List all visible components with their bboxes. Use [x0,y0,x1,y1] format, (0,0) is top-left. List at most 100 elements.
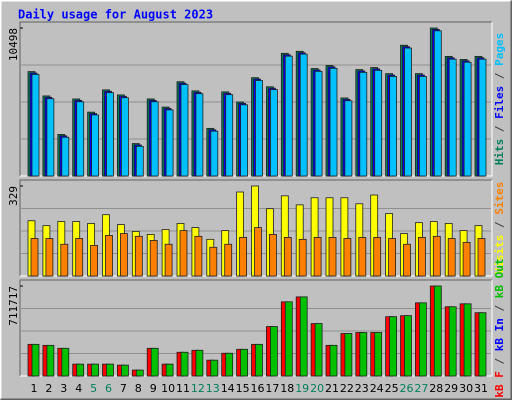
panel-shade [19,279,492,376]
bar [403,243,411,277]
bar [225,94,234,177]
bar [478,58,487,177]
bar [344,100,353,177]
y-tick-label: 711717 [7,286,20,326]
x-tick-label: 31 [474,382,488,395]
x-tick-label: 6 [105,382,112,395]
bar [477,238,486,277]
bar [448,58,457,177]
panel-shade [19,179,492,276]
bar [269,89,278,177]
legend-entry: Sites [493,182,506,215]
bar [180,84,189,177]
bar [373,237,382,277]
bar [150,347,159,377]
legend-entry: kB F [493,371,506,398]
legend-entry: Hits [493,139,506,166]
bar [268,234,277,277]
x-tick-label: 22 [340,382,354,395]
x-tick-label: 11 [176,382,190,395]
bar [195,93,204,177]
bar [255,80,263,177]
bar [284,55,293,177]
bar [180,351,189,377]
bar [240,104,249,177]
bar [134,235,143,277]
bar [329,344,338,377]
bar [343,238,352,277]
chart-title: Daily usage for August 2023 [18,8,213,22]
x-tick-label: 26 [400,382,414,395]
bar [284,301,293,377]
bar [135,145,144,177]
bar [195,349,204,377]
bar [404,315,412,377]
bar [447,238,456,277]
bar [31,343,40,377]
bar [329,67,338,177]
y-tick-label: 329 [7,186,20,206]
bar [374,332,383,377]
bar [417,237,426,277]
y-tick-label: 10498 [7,28,20,61]
legend: kB F / kB In / kB Out [493,258,506,397]
bar [46,98,55,177]
bar [46,344,55,377]
bar [404,47,412,177]
x-tick-label: 14 [221,382,235,395]
x-tick-label: 4 [75,382,82,395]
bar [433,285,442,377]
bar [210,130,219,177]
bar [76,363,85,377]
bar [298,238,307,277]
bar [313,237,322,277]
x-tick-label: 16 [251,382,265,395]
bar [314,323,323,377]
bar [433,30,442,177]
bar [120,233,128,277]
bar [255,343,263,377]
legend: Visits / Sites [493,182,506,275]
bar [358,237,367,277]
legend-separator: / [493,351,506,371]
bar [135,369,144,377]
x-tick-label: 17 [265,382,279,395]
x-tick-label: 9 [150,382,157,395]
bar [224,243,233,277]
bar [299,53,308,177]
x-tick-label: 5 [90,382,97,395]
x-tick-label: 18 [280,382,294,395]
x-tick-label: 15 [236,382,250,395]
bar [463,61,472,177]
x-tick-label: 8 [135,382,142,395]
legend-separator: / [493,298,506,318]
legend-entry: kB In [493,318,506,351]
legend: Hits / Files / Pages [493,33,506,166]
bar [299,296,308,377]
bar [463,303,472,377]
legend-entry: kB Out [493,258,506,298]
bar [76,101,85,177]
bar [149,240,158,277]
x-tick-label: 2 [45,382,52,395]
bar [60,243,69,277]
legend-entry: Pages [493,33,506,66]
x-tick-label: 12 [191,382,205,395]
x-tick-label: 21 [325,382,339,395]
x-tick-label: 29 [444,382,458,395]
bar [478,312,487,377]
bar [165,109,174,177]
bar [61,347,70,377]
x-tick-label: 7 [120,382,127,395]
x-tick-label: 30 [459,382,473,395]
bar [388,238,397,277]
bar [448,306,457,377]
bar [359,71,368,177]
bar [45,238,54,277]
bar [225,352,234,377]
bar [239,237,248,277]
bar [462,241,471,277]
bar [61,136,70,177]
